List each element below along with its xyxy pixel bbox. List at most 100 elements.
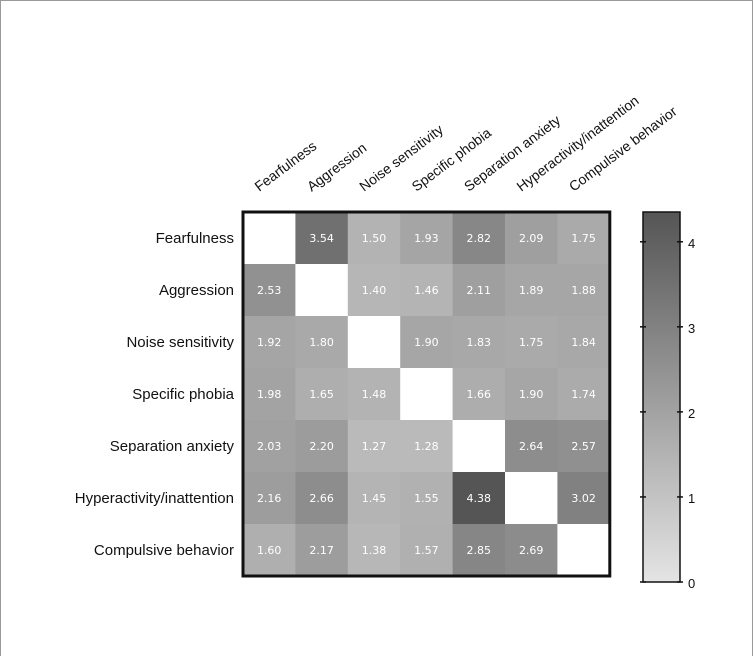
colorbar-ticks: 0 1 2 3 4 xyxy=(640,236,695,591)
heatmap-cell xyxy=(557,316,611,369)
heatmap-cell xyxy=(347,420,401,473)
heatmap-cell xyxy=(452,472,506,525)
heatmap-cell xyxy=(452,524,506,577)
cell-value-label: 3.54 xyxy=(309,232,334,245)
heatmap-cell xyxy=(400,212,454,265)
cell-value-label: 1.40 xyxy=(362,284,387,297)
heatmap-cell xyxy=(243,472,296,525)
heatmap-cell xyxy=(347,264,401,317)
cell-value-label: 4.38 xyxy=(467,492,492,505)
cell-value-label: 1.60 xyxy=(257,544,282,557)
cell-value-label: 2.57 xyxy=(571,440,596,453)
cell-value-label: 1.48 xyxy=(362,388,387,401)
heatmap-cell xyxy=(295,368,349,421)
cell-value-label: 2.20 xyxy=(309,440,334,453)
heatmap-cell xyxy=(452,212,506,265)
cell-value-label: 1.83 xyxy=(467,336,492,349)
cell-value-label: 1.38 xyxy=(362,544,387,557)
cell-value-label: 2.17 xyxy=(309,544,334,557)
cell-value-label: 2.69 xyxy=(519,544,544,557)
cell-value-label: 1.75 xyxy=(571,232,596,245)
cell-value-label: 1.28 xyxy=(414,440,439,453)
heatmap-cell xyxy=(295,472,349,525)
heatmap-cell xyxy=(347,368,401,421)
cell-value-label: 2.09 xyxy=(519,232,544,245)
cell-value-label: 1.55 xyxy=(414,492,439,505)
row-label: Specific phobia xyxy=(132,386,234,403)
row-labels: Fearfulness Aggression Noise sensitivity Sp… xyxy=(75,230,235,559)
heatmap-cell xyxy=(400,524,454,577)
heatmap-cell xyxy=(295,420,349,473)
cell-value-label: 2.53 xyxy=(257,284,282,297)
heatmap-cells: 3.54 1.50 1.93 2.82 2.09 1.75 2.53 1.40 1.46 2.11… xyxy=(243,212,611,577)
cell-value-label: 2.66 xyxy=(309,492,334,505)
cell-value-label: 1.50 xyxy=(362,232,387,245)
colorbar-tick-label: 4 xyxy=(688,236,695,251)
cell-value-label: 1.90 xyxy=(414,336,439,349)
cell-value-label: 1.84 xyxy=(571,336,596,349)
colorbar xyxy=(642,211,681,583)
row-label: Compulsive behavior xyxy=(94,542,234,559)
heatmap-cell xyxy=(505,420,558,473)
heatmap-cell-diagonal xyxy=(347,316,401,369)
cell-value-label: 1.80 xyxy=(309,336,334,349)
heatmap-cell xyxy=(557,368,611,421)
heatmap-cell-diagonal xyxy=(505,472,558,525)
heatmap-cell xyxy=(452,264,506,317)
heatmap-cell xyxy=(347,524,401,577)
cell-value-label: 1.93 xyxy=(414,232,439,245)
cell-value-label: 2.85 xyxy=(467,544,492,557)
cell-value-label: 2.64 xyxy=(519,440,544,453)
cell-value-label: 1.92 xyxy=(257,336,282,349)
heatmap-cell xyxy=(505,212,558,265)
heatmap-cell xyxy=(243,316,296,369)
colorbar-tick-label: 0 xyxy=(688,576,695,591)
heatmap-cell-diagonal xyxy=(557,524,611,577)
heatmap-cell xyxy=(505,264,558,317)
cell-value-label: 1.88 xyxy=(571,284,596,297)
heatmap-cell xyxy=(400,420,454,473)
heatmap-cell-diagonal xyxy=(452,420,506,473)
heatmap-cell xyxy=(295,212,349,265)
heatmap-cell-diagonal xyxy=(243,212,296,265)
heatmap-cell-diagonal xyxy=(400,368,454,421)
heatmap-cell xyxy=(243,420,296,473)
heatmap-cell xyxy=(243,264,296,317)
heatmap-cell xyxy=(243,368,296,421)
heatmap-cell xyxy=(557,212,611,265)
heatmap-cell xyxy=(400,472,454,525)
cell-value-label: 1.66 xyxy=(467,388,492,401)
heatmap-cell xyxy=(400,264,454,317)
row-label: Fearfulness xyxy=(156,230,234,247)
heatmap-border xyxy=(241,210,612,578)
heatmap-cell xyxy=(557,264,611,317)
heatmap-cell xyxy=(347,472,401,525)
column-label: Separation anxiety xyxy=(461,112,563,195)
cell-value-label: 1.98 xyxy=(257,388,282,401)
heatmap-cell xyxy=(243,524,296,577)
heatmap-cell xyxy=(295,316,349,369)
colorbar-tick-label: 3 xyxy=(688,321,695,336)
heatmap-cell xyxy=(505,316,558,369)
heatmap-cell xyxy=(505,524,558,577)
heatmap-cell xyxy=(452,368,506,421)
heatmap-cell xyxy=(452,316,506,369)
row-label: Hyperactivity/inattention xyxy=(75,490,234,507)
cell-value-label: 2.11 xyxy=(467,284,492,297)
cell-value-label: 1.74 xyxy=(571,388,596,401)
cell-value-label: 1.75 xyxy=(519,336,544,349)
cell-value-label: 1.57 xyxy=(414,544,439,557)
colorbar-tick-label: 1 xyxy=(688,491,695,506)
cell-value-label: 1.90 xyxy=(519,388,544,401)
heatmap-cell-diagonal xyxy=(295,264,349,317)
row-label: Aggression xyxy=(159,282,234,299)
colorbar-tick-label: 2 xyxy=(688,406,695,421)
cell-value-label: 3.02 xyxy=(571,492,596,505)
cell-value-label: 1.46 xyxy=(414,284,439,297)
heatmap-cell xyxy=(295,524,349,577)
cell-value-label: 1.89 xyxy=(519,284,544,297)
row-label: Noise sensitivity xyxy=(126,334,234,351)
cell-value-label: 2.82 xyxy=(467,232,492,245)
